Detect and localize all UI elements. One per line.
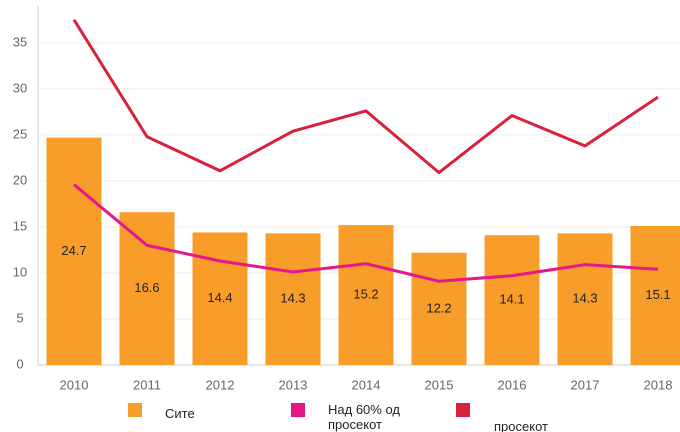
y-tick-label: 15 bbox=[13, 218, 27, 233]
data-label: 12.2 bbox=[426, 300, 451, 315]
x-tick-label: 2014 bbox=[352, 377, 381, 392]
data-label: 15.1 bbox=[645, 287, 670, 302]
y-tick-label: 10 bbox=[13, 264, 27, 279]
x-tick-label: 2013 bbox=[279, 377, 308, 392]
y-tick-label: 20 bbox=[13, 172, 27, 187]
bar bbox=[46, 137, 102, 365]
legend-swatch bbox=[456, 403, 470, 417]
legend-label: Над 60% од просекот bbox=[328, 402, 400, 432]
x-tick-label: 2012 bbox=[206, 377, 235, 392]
x-tick-label: 2018 bbox=[644, 377, 673, 392]
data-label: 14.1 bbox=[499, 292, 524, 307]
data-label: 14.3 bbox=[572, 291, 597, 306]
legend-label: Сите bbox=[165, 406, 195, 421]
data-label: 14.4 bbox=[207, 290, 232, 305]
data-label: 24.7 bbox=[61, 243, 86, 258]
x-tick-label: 2011 bbox=[133, 377, 161, 392]
y-tick-label: 25 bbox=[13, 126, 27, 141]
x-tick-label: 2017 bbox=[571, 377, 600, 392]
y-tick-label: 0 bbox=[16, 356, 23, 371]
data-label: 15.2 bbox=[353, 286, 378, 301]
line bbox=[72, 19, 659, 175]
bar bbox=[265, 233, 321, 365]
bar bbox=[411, 252, 467, 365]
y-tick-label: 35 bbox=[13, 34, 27, 49]
x-tick-label: 2010 bbox=[60, 377, 89, 392]
data-label: 16.6 bbox=[134, 280, 159, 295]
bar bbox=[192, 232, 248, 365]
bar bbox=[119, 212, 175, 365]
x-tick-label: 2015 bbox=[425, 377, 454, 392]
legend-swatch bbox=[291, 403, 305, 417]
x-tick-label: 2016 bbox=[498, 377, 527, 392]
legend-label: просекот bbox=[494, 419, 548, 432]
bar bbox=[484, 235, 540, 365]
line bbox=[73, 183, 659, 283]
bar bbox=[338, 225, 394, 365]
data-label: 14.3 bbox=[280, 291, 305, 306]
legend-swatch bbox=[128, 403, 142, 417]
y-tick-label: 5 bbox=[16, 310, 23, 325]
y-tick-label: 30 bbox=[13, 80, 27, 95]
bar bbox=[557, 233, 613, 365]
bar bbox=[630, 226, 680, 365]
